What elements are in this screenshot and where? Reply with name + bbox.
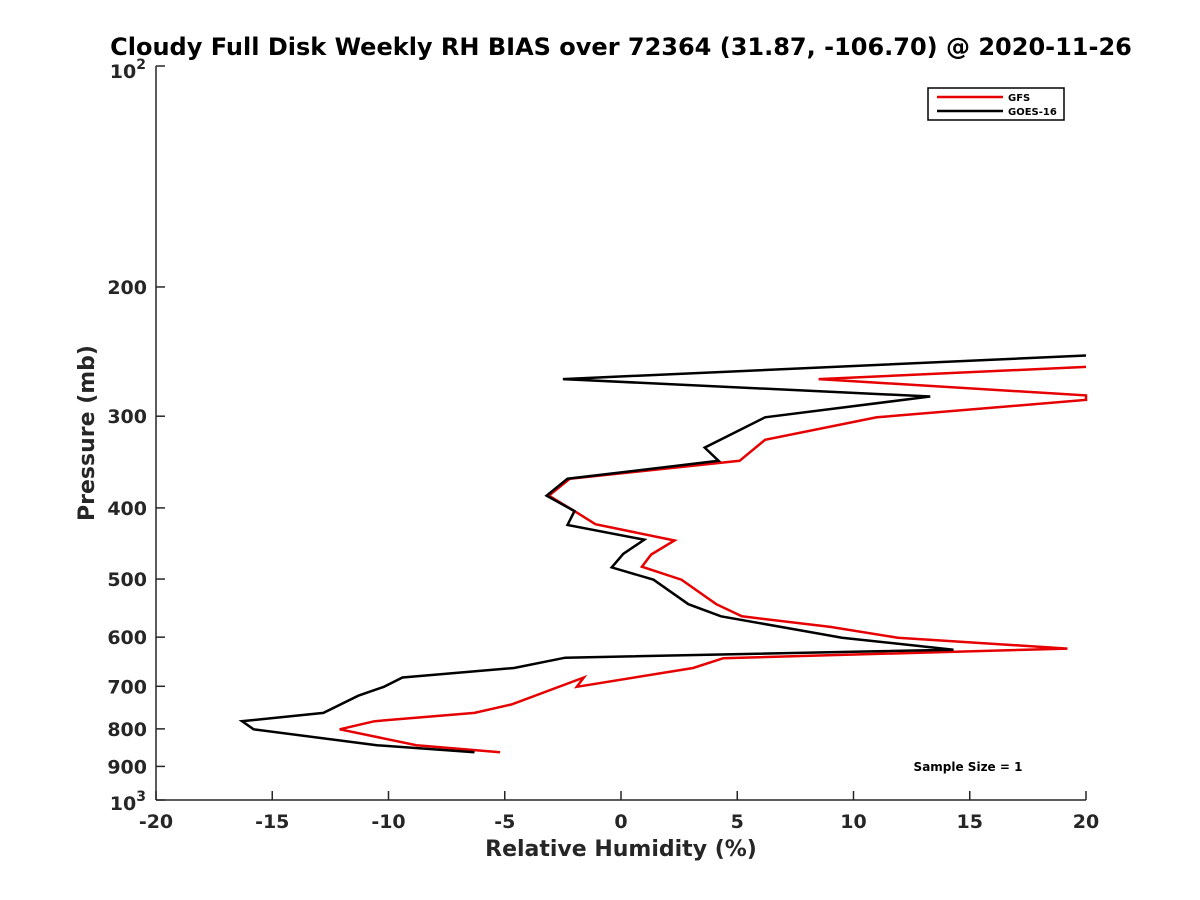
legend-box [927, 87, 1065, 121]
y-bottom-base: 10 [110, 793, 136, 815]
sample-size-annotation: Sample Size = 1 [914, 760, 1023, 774]
svg-text:102: 102 [110, 57, 146, 83]
x-tick-label: -20 [139, 811, 173, 833]
x-tick-label: 0 [614, 811, 627, 833]
y-tick-label: 300 [107, 406, 147, 428]
series-line-gfs [339, 365, 1088, 754]
chart-title: Cloudy Full Disk Weekly RH BIAS over 723… [110, 33, 1132, 61]
y-bottom-exponent: 3 [136, 789, 146, 805]
series-layer [238, 354, 1088, 754]
x-tick-label: 5 [731, 811, 744, 833]
x-tick-label: 10 [840, 811, 866, 833]
y-top-exponent: 2 [136, 57, 146, 73]
y-tick-label: 800 [107, 719, 147, 741]
y-tick-label: 400 [107, 498, 147, 520]
y-axis-ticks: 200 300 400 500 600 700 800 900 [107, 65, 165, 801]
x-tick-label: -10 [371, 811, 405, 833]
series-line-goes16 [238, 354, 1087, 754]
plot-area: -20 -15 -10 -5 0 5 10 15 20 200 300 400 500 600 700 80… [107, 65, 1099, 833]
y-axis-top-end-label: 102 [110, 57, 146, 83]
legend: GFS GOES-16 [927, 87, 1065, 121]
x-axis-ticks: -20 -15 -10 -5 0 5 10 15 20 [139, 791, 1099, 833]
y-tick-label: 200 [107, 277, 147, 299]
legend-label-gfs: GFS [1008, 93, 1030, 104]
y-tick-label: 500 [107, 569, 147, 591]
legend-label-goes16: GOES-16 [1008, 107, 1057, 118]
svg-text:103: 103 [110, 789, 146, 815]
x-axis-label: Relative Humidity (%) [485, 837, 757, 862]
x-tick-label: -15 [255, 811, 289, 833]
y-axis-label: Pressure (mb) [75, 345, 100, 521]
y-top-base: 10 [110, 61, 136, 83]
x-tick-label: -5 [494, 811, 515, 833]
x-tick-label: 20 [1073, 811, 1099, 833]
y-tick-label: 600 [107, 627, 147, 649]
y-tick-label: 900 [107, 756, 147, 778]
x-tick-label: 15 [957, 811, 983, 833]
y-axis-bottom-end-label: 103 [110, 789, 146, 815]
y-tick-label: 700 [107, 676, 147, 698]
